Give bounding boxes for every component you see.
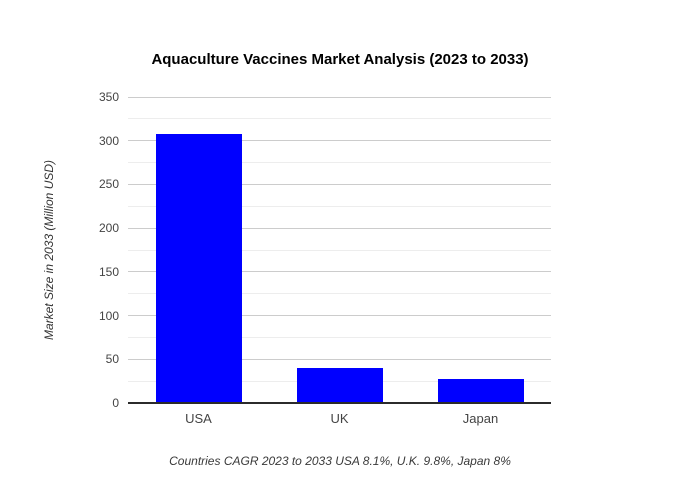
y-tick-label: 300 (98, 133, 119, 148)
x-axis-label-japan: Japan (462, 411, 499, 426)
major-gridline (128, 183, 551, 185)
bar-japan[interactable] (437, 378, 524, 403)
minor-gridline (128, 293, 551, 295)
major-gridline (128, 140, 551, 142)
chart-title: Aquaculture Vaccines Market Analysis (20… (151, 51, 529, 68)
major-gridline (128, 96, 551, 98)
major-gridline (128, 227, 551, 229)
bar-usa[interactable] (155, 133, 242, 403)
y-tick-label: 0 (112, 396, 119, 410)
y-tick-label: 250 (98, 177, 119, 192)
minor-gridline (128, 118, 551, 120)
plot-area (128, 96, 551, 404)
chart-caption: Countries CAGR 2023 to 2033 USA 8.1%, U.… (169, 454, 511, 468)
minor-gridline (128, 205, 551, 207)
y-tick-label: 50 (105, 352, 119, 367)
minor-gridline (128, 336, 551, 338)
x-axis-label-usa: USA (185, 411, 212, 426)
minor-gridline (128, 249, 551, 251)
major-gridline (128, 271, 551, 273)
minor-gridline (128, 162, 551, 164)
y-tick-label: 200 (98, 221, 119, 236)
y-tick-label: 150 (98, 264, 119, 279)
major-gridline (128, 315, 551, 317)
x-axis-label-uk: UK (330, 411, 349, 426)
bar-uk[interactable] (296, 368, 383, 403)
x-axis-baseline (128, 402, 551, 404)
major-gridline (128, 358, 551, 360)
y-axis-title: Market Size in 2033 (Million USD) (42, 159, 56, 341)
y-tick-label: 350 (98, 90, 119, 104)
y-tick-label: 100 (98, 308, 119, 323)
